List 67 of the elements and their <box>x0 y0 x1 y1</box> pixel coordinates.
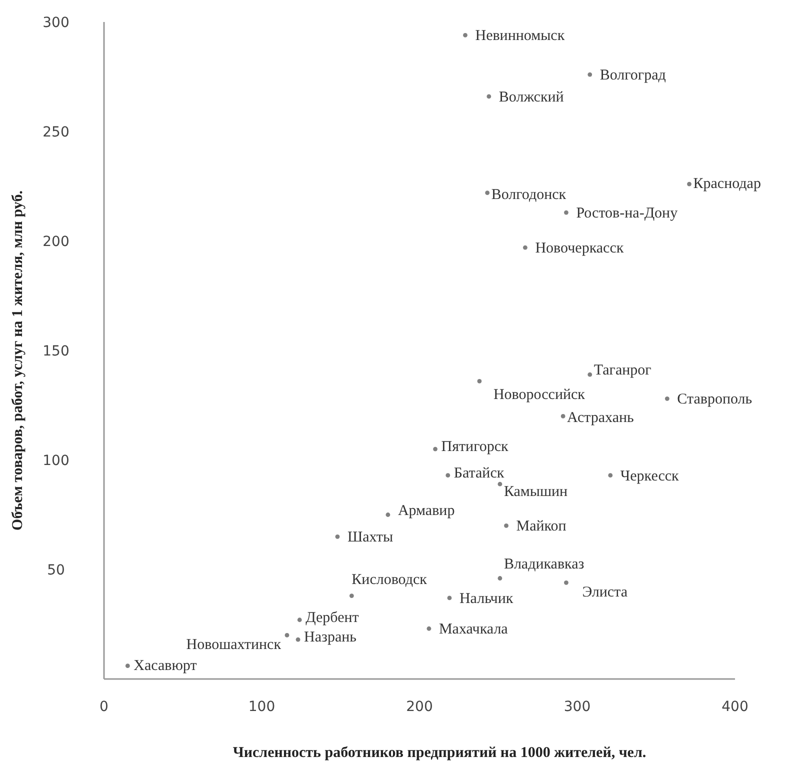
annotation: Таганрог <box>594 362 652 379</box>
annotation: Волгоград <box>600 68 666 84</box>
annotation: Элиста <box>582 584 628 601</box>
annotation: Ростов-на-Дону <box>576 206 678 222</box>
annotation: Волгодонск <box>491 186 567 203</box>
point <box>297 618 302 622</box>
point <box>296 637 300 642</box>
annotation: Новочеркасск <box>535 240 624 257</box>
y-tick-label: 100 <box>42 452 70 469</box>
annotation: Махачкала <box>438 622 508 638</box>
point <box>486 94 492 99</box>
point <box>504 524 508 528</box>
x-axis-title: Численность работников предприятий на 1000 жителей, чел. <box>232 745 646 761</box>
annotation: Шахты <box>347 530 394 546</box>
y-tick-label: 250 <box>42 124 70 140</box>
annotation: Волжский <box>498 89 564 106</box>
point <box>564 580 568 585</box>
point <box>588 72 592 77</box>
annotation: Новошахтинск <box>186 637 282 654</box>
y-tick-label: 300 <box>42 14 70 31</box>
annotation: Нальчик <box>459 590 514 607</box>
annotation: Пятигорск <box>441 439 510 456</box>
y-tick-label: 50 <box>47 562 65 578</box>
point <box>498 482 502 486</box>
annotation: Батайск <box>454 465 505 482</box>
point <box>349 594 354 598</box>
point <box>498 576 502 580</box>
x-tick-label: 200 <box>406 699 433 715</box>
annotation: Дербент <box>306 610 360 626</box>
point <box>564 210 568 215</box>
x-tick-label: 300 <box>564 699 591 715</box>
annotation: Черкесск <box>620 468 680 484</box>
annotation: Армавир <box>398 502 455 519</box>
annotation: Ставрополь <box>677 392 752 408</box>
annotation: Астрахань <box>567 410 634 426</box>
point <box>522 245 528 250</box>
y-tick-label: 150 <box>42 343 70 360</box>
point <box>284 633 290 638</box>
point <box>463 32 468 38</box>
annotation: Назрань <box>304 630 357 646</box>
point <box>125 664 130 668</box>
point <box>560 414 566 418</box>
point <box>386 512 390 517</box>
annotation: Владикавказ <box>504 556 584 572</box>
point <box>608 473 613 478</box>
annotation: Невинномыск <box>475 28 566 44</box>
annotation: Камышин <box>504 484 568 500</box>
annotation: Кисловодск <box>352 572 428 588</box>
point <box>687 182 692 186</box>
point <box>485 190 490 196</box>
point <box>335 534 340 539</box>
point <box>477 378 482 384</box>
point <box>446 473 450 478</box>
point <box>447 596 452 600</box>
annotation: Новороссийск <box>493 387 586 404</box>
point <box>588 372 592 377</box>
annotation: Хасавюрт <box>134 658 198 674</box>
point <box>664 396 670 401</box>
y-axis-title: Объем товаров, работ, услуг на 1 жителя, млн руб. <box>10 190 26 530</box>
annotation: Майкоп <box>516 518 566 535</box>
x-tick-label: 400 <box>722 699 748 715</box>
point <box>433 446 438 452</box>
x-tick-label: 0 <box>100 699 108 715</box>
x-tick-label: 100 <box>248 699 276 715</box>
y-tick-label: 200 <box>42 234 70 250</box>
point <box>426 626 432 631</box>
annotation: Краснодар <box>693 176 761 192</box>
